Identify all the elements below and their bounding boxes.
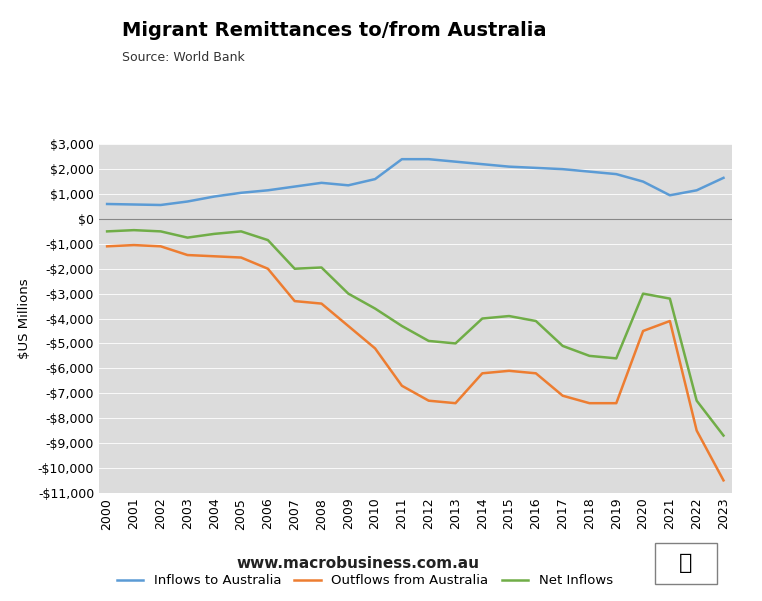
Text: MACRO: MACRO: [610, 25, 690, 44]
Text: BUSINESS: BUSINESS: [615, 57, 684, 71]
Text: Source: World Bank: Source: World Bank: [122, 51, 245, 64]
Legend: Inflows to Australia, Outflows from Australia, Net Inflows: Inflows to Australia, Outflows from Aust…: [111, 569, 618, 593]
FancyBboxPatch shape: [655, 543, 716, 584]
Text: 🐺: 🐺: [679, 554, 693, 573]
Text: Migrant Remittances to/from Australia: Migrant Remittances to/from Australia: [122, 21, 546, 40]
Text: www.macrobusiness.com.au: www.macrobusiness.com.au: [237, 556, 479, 571]
Y-axis label: $US Millions: $US Millions: [18, 278, 31, 359]
